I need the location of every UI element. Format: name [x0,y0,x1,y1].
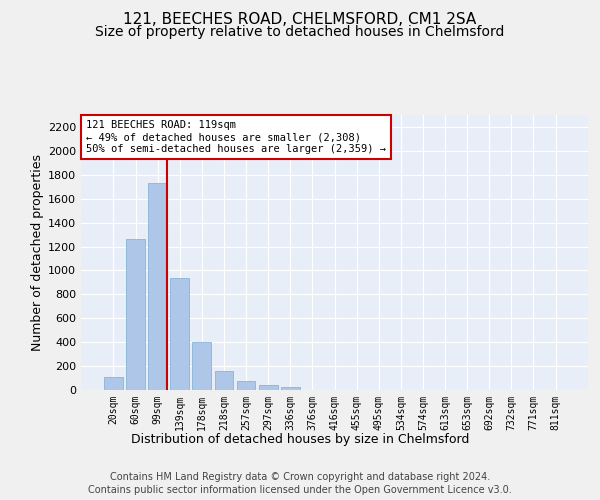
Text: Contains HM Land Registry data © Crown copyright and database right 2024.: Contains HM Land Registry data © Crown c… [110,472,490,482]
Bar [148,183,167,390]
Bar [126,239,145,390]
Bar [215,372,233,390]
Bar [236,381,256,390]
Bar [281,387,299,390]
Bar [104,377,123,390]
Bar [170,278,189,390]
Text: Distribution of detached houses by size in Chelmsford: Distribution of detached houses by size … [131,432,469,446]
Y-axis label: Number of detached properties: Number of detached properties [31,154,44,351]
Text: Size of property relative to detached houses in Chelmsford: Size of property relative to detached ho… [95,25,505,39]
Text: 121, BEECHES ROAD, CHELMSFORD, CM1 2SA: 121, BEECHES ROAD, CHELMSFORD, CM1 2SA [124,12,476,28]
Text: Contains public sector information licensed under the Open Government Licence v3: Contains public sector information licen… [88,485,512,495]
Text: 121 BEECHES ROAD: 119sqm
← 49% of detached houses are smaller (2,308)
50% of sem: 121 BEECHES ROAD: 119sqm ← 49% of detach… [86,120,386,154]
Bar [193,342,211,390]
Bar [259,385,278,390]
